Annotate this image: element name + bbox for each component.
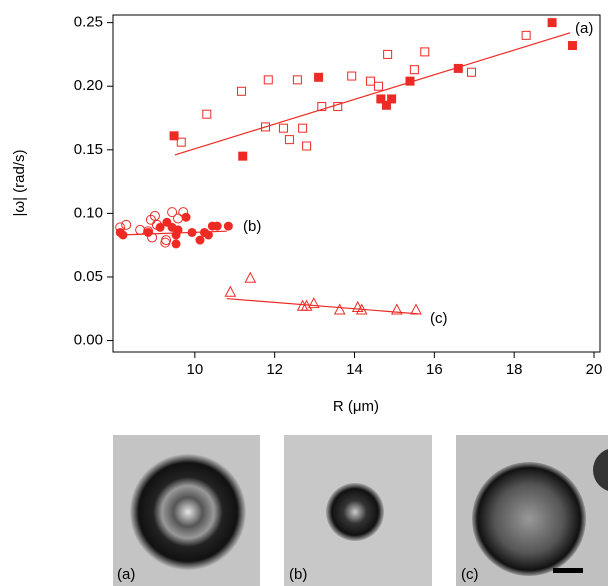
- square-marker: [260, 122, 270, 132]
- circle-marker: [223, 221, 233, 231]
- square-marker: [376, 94, 386, 104]
- circle-marker: [195, 235, 205, 245]
- droplet: [593, 449, 608, 491]
- triangle-marker: [333, 303, 346, 315]
- circle-marker: [121, 219, 132, 230]
- y-tick-label: 0.20: [74, 77, 103, 94]
- square-marker: [547, 18, 557, 28]
- annotation: (b): [243, 218, 261, 235]
- circle-marker: [212, 221, 222, 231]
- x-axis-label: R (μm): [333, 398, 379, 415]
- x-tick-label: 18: [506, 361, 523, 378]
- x-tick-label: 10: [186, 361, 203, 378]
- square-marker: [365, 76, 375, 86]
- square-marker: [292, 75, 302, 85]
- scale-bar: [553, 568, 583, 573]
- square-marker: [347, 71, 357, 81]
- square-marker: [521, 30, 531, 40]
- y-tick-label: 0.05: [74, 268, 103, 285]
- circle-marker: [171, 239, 181, 249]
- droplet: [326, 483, 384, 541]
- square-marker: [284, 135, 294, 145]
- circle-marker: [181, 212, 191, 222]
- micrographs: [113, 435, 608, 586]
- circle-marker: [173, 213, 184, 224]
- square-marker: [453, 63, 463, 73]
- square-marker: [333, 102, 343, 112]
- circle-marker: [173, 225, 183, 235]
- image-label: (b): [289, 566, 307, 583]
- square-marker: [302, 141, 312, 151]
- annotation: (a): [575, 20, 593, 37]
- triangle-marker: [224, 285, 237, 297]
- droplet: [130, 454, 246, 570]
- square-marker: [466, 67, 476, 77]
- x-tick-label: 12: [266, 361, 283, 378]
- annotation: (c): [430, 310, 448, 327]
- triangle-marker: [307, 297, 320, 309]
- square-marker: [237, 86, 247, 96]
- y-axis-label: |ω| (rad/s): [11, 149, 28, 216]
- fit-line: [118, 230, 227, 236]
- square-marker: [405, 76, 415, 86]
- fit-line: [174, 32, 571, 156]
- square-marker: [381, 100, 391, 110]
- y-tick-label: 0.10: [74, 204, 103, 221]
- square-marker: [238, 151, 248, 161]
- plot-frame: [112, 14, 601, 353]
- square-marker: [373, 81, 383, 91]
- circle-marker: [178, 207, 189, 218]
- x-tick-label: 16: [426, 361, 443, 378]
- square-marker: [298, 123, 308, 133]
- circle-marker: [115, 222, 126, 233]
- square-marker: [202, 109, 212, 119]
- fit-line: [226, 297, 419, 315]
- square-marker: [409, 65, 419, 75]
- circle-marker: [143, 227, 153, 237]
- triangle-marker: [390, 303, 403, 315]
- circle-marker: [160, 237, 171, 248]
- y-tick-label: 0.00: [74, 332, 103, 349]
- circle-marker: [203, 230, 213, 240]
- droplet: [472, 462, 586, 576]
- circle-marker: [167, 207, 178, 218]
- square-marker: [387, 94, 397, 104]
- x-tick-label: 20: [586, 361, 603, 378]
- y-tick-label: 0.15: [74, 141, 103, 158]
- image-label: (a): [117, 566, 135, 583]
- square-marker: [278, 123, 288, 133]
- image-label: (c): [461, 566, 479, 583]
- triangle-marker: [410, 303, 422, 315]
- square-marker: [420, 47, 430, 57]
- square-marker: [317, 102, 327, 112]
- x-tick-label: 14: [346, 361, 363, 378]
- square-marker: [314, 72, 324, 82]
- square-marker: [169, 131, 179, 141]
- square-marker: [176, 137, 186, 147]
- circle-marker: [151, 219, 162, 230]
- square-marker: [567, 41, 577, 51]
- square-marker: [383, 49, 393, 59]
- circle-marker: [147, 232, 158, 243]
- square-marker: [263, 75, 273, 85]
- y-tick-label: 0.25: [74, 14, 103, 31]
- triangle-marker: [351, 300, 364, 312]
- triangle-marker: [244, 271, 257, 283]
